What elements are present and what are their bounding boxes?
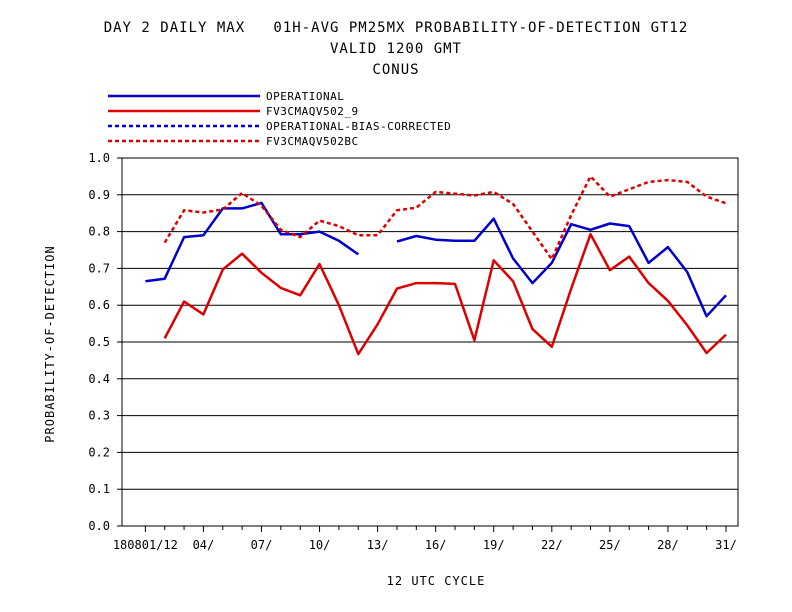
chart-title-line-2: VALID 1200 GMT <box>329 41 462 57</box>
y-tick-label: 0.7 <box>88 261 110 275</box>
x-tick-label: 25/ <box>599 538 621 552</box>
y-axis-title: PROBABILITY-OF-DETECTION <box>43 245 57 442</box>
y-tick-label: 0.6 <box>88 298 110 312</box>
x-tick-label: 04/ <box>193 538 215 552</box>
series-lines <box>145 175 727 356</box>
series-line-operational <box>396 217 727 318</box>
y-tick-label: 0.5 <box>88 335 110 349</box>
x-tick-label: 180801/12 <box>113 538 178 552</box>
axes: 0.0 0.1 0.2 0.3 0.4 0.5 0.6 0.7 0.8 0.9 1.0 180801/… <box>88 151 739 552</box>
series-line-operational <box>145 201 360 283</box>
y-tick-label: 1.0 <box>88 151 110 165</box>
x-tick-label: 13/ <box>367 538 389 552</box>
x-axis-title: 12 UTC CYCLE <box>387 574 486 588</box>
x-tick-label: 07/ <box>251 538 273 552</box>
legend-label: OPERATIONAL-BIAS-CORRECTED <box>266 120 451 133</box>
x-tick-label: 19/ <box>483 538 505 552</box>
y-tick-label: 0.1 <box>88 482 110 496</box>
x-tick-label: 10/ <box>309 538 331 552</box>
y-tick-label: 0.4 <box>88 372 110 386</box>
legend-label: FV3CMAQV502_9 <box>266 105 359 118</box>
legend-label: OPERATIONAL <box>266 90 344 103</box>
y-tick-label: 0.3 <box>88 409 110 423</box>
legend: OPERATIONAL FV3CMAQV502_9 OPERATIONAL-BIAS… <box>108 90 451 148</box>
chart-title-line-1: DAY 2 DAILY MAX 01H-AVG PM25MX PROBABILI… <box>103 20 689 36</box>
series-line-fv3cmaqv502-9 <box>163 232 727 356</box>
y-tick-label: 0.2 <box>88 445 110 459</box>
y-tick-label: 0.9 <box>88 188 110 202</box>
x-tick-label: 28/ <box>657 538 679 552</box>
chart-title-line-3: CONUS <box>372 62 420 78</box>
x-tick-label: 22/ <box>541 538 563 552</box>
x-tick-label: 31/ <box>715 538 737 552</box>
grid-lines <box>122 157 738 527</box>
y-tick-label: 0.8 <box>88 225 110 239</box>
legend-label: FV3CMAQV502BC <box>266 135 359 148</box>
x-tick-label: 16/ <box>425 538 447 552</box>
y-tick-label: 0.0 <box>88 519 110 533</box>
series-line-fv3cmaqv502bc <box>163 175 727 261</box>
